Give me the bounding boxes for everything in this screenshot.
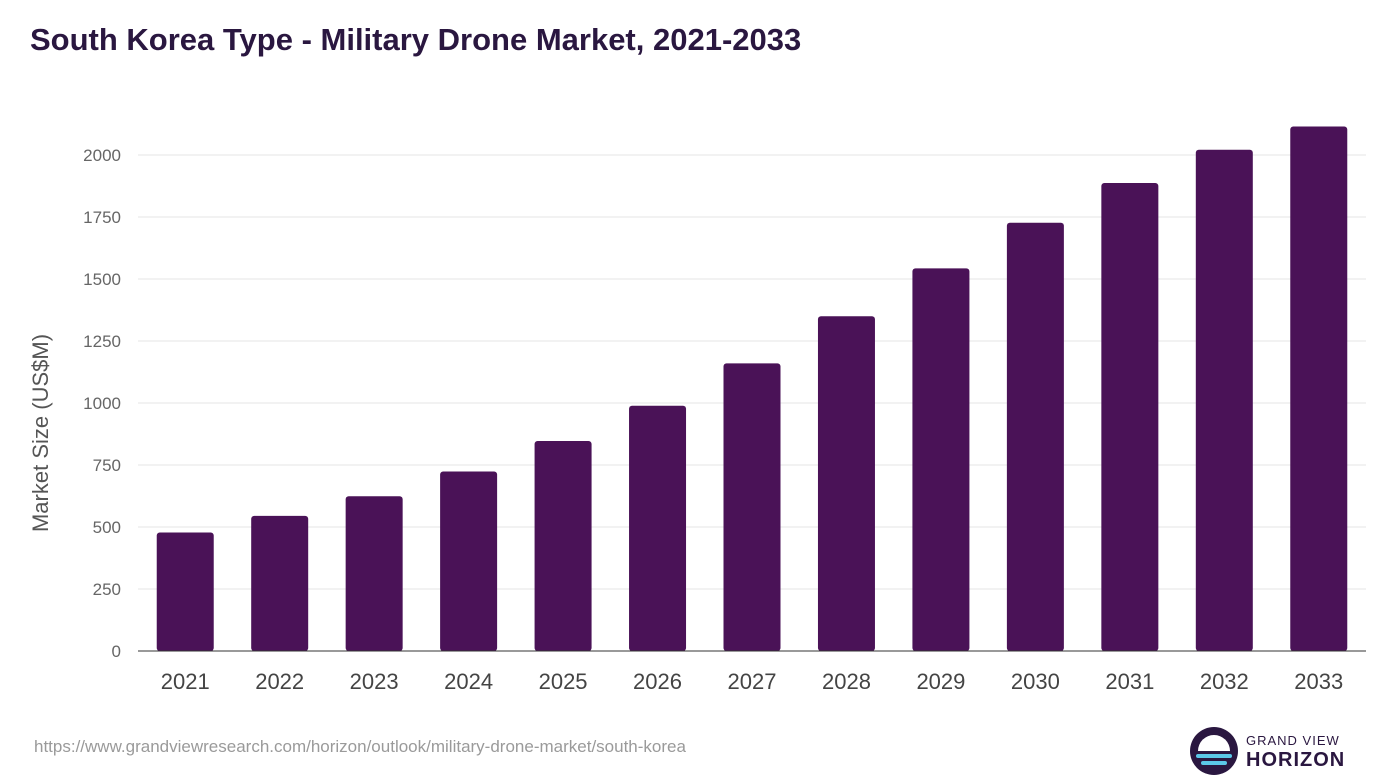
bar-2033[interactable] — [1290, 126, 1348, 652]
x-tick-label: 2028 — [822, 669, 871, 694]
x-tick-label: 2024 — [444, 669, 493, 694]
bars — [156, 126, 1348, 652]
y-tick-label: 1500 — [83, 270, 121, 289]
brand-logo: GRAND VIEW HORIZON — [1189, 726, 1359, 776]
x-tick-label: 2032 — [1200, 669, 1249, 694]
y-tick-label: 500 — [93, 518, 121, 537]
bar-2021[interactable] — [156, 532, 214, 651]
bar-2028[interactable] — [817, 316, 875, 651]
x-tick-label: 2027 — [728, 669, 777, 694]
y-tick-label: 0 — [112, 642, 121, 661]
bar-2024[interactable] — [440, 471, 498, 651]
bar-2025[interactable] — [534, 440, 592, 651]
y-tick-label: 1000 — [83, 394, 121, 413]
x-tick-label: 2025 — [539, 669, 588, 694]
y-tick-label: 750 — [93, 456, 121, 475]
bar-2023[interactable] — [345, 496, 403, 651]
x-tick-label: 2026 — [633, 669, 682, 694]
bar-2031[interactable] — [1101, 183, 1159, 652]
bar-2032[interactable] — [1195, 149, 1253, 652]
horizon-sunrise-icon — [1190, 727, 1238, 775]
bar-2026[interactable] — [629, 405, 687, 651]
bar-2022[interactable] — [251, 515, 309, 651]
logo-text-bottom: HORIZON — [1246, 749, 1346, 771]
x-axis-ticks: 2021 2022 2023 2024 2025 2026 2027 2028 2029 2030… — [161, 669, 1343, 694]
x-tick-label: 2029 — [916, 669, 965, 694]
logo-text-top: GRAND VIEW — [1246, 733, 1340, 748]
x-tick-label: 2022 — [255, 669, 304, 694]
chart-title: South Korea Type - Military Drone Market… — [30, 22, 802, 57]
x-tick-label: 2031 — [1105, 669, 1154, 694]
y-axis-label: Market Size (US$M) — [28, 334, 53, 532]
y-tick-label: 1250 — [83, 332, 121, 351]
y-tick-label: 1750 — [83, 208, 121, 227]
y-axis-ticks: 0 250 500 750 1000 1250 1500 1750 2000 — [83, 146, 121, 661]
bar-2027[interactable] — [723, 363, 781, 651]
y-tick-label: 250 — [93, 580, 121, 599]
bar-2030[interactable] — [1006, 222, 1064, 652]
y-tick-label: 2000 — [83, 146, 121, 165]
x-tick-label: 2033 — [1294, 669, 1343, 694]
bar-2029[interactable] — [912, 268, 970, 651]
source-url[interactable]: https://www.grandviewresearch.com/horizo… — [34, 737, 686, 756]
x-tick-label: 2021 — [161, 669, 210, 694]
x-tick-label: 2030 — [1011, 669, 1060, 694]
x-tick-label: 2023 — [350, 669, 399, 694]
